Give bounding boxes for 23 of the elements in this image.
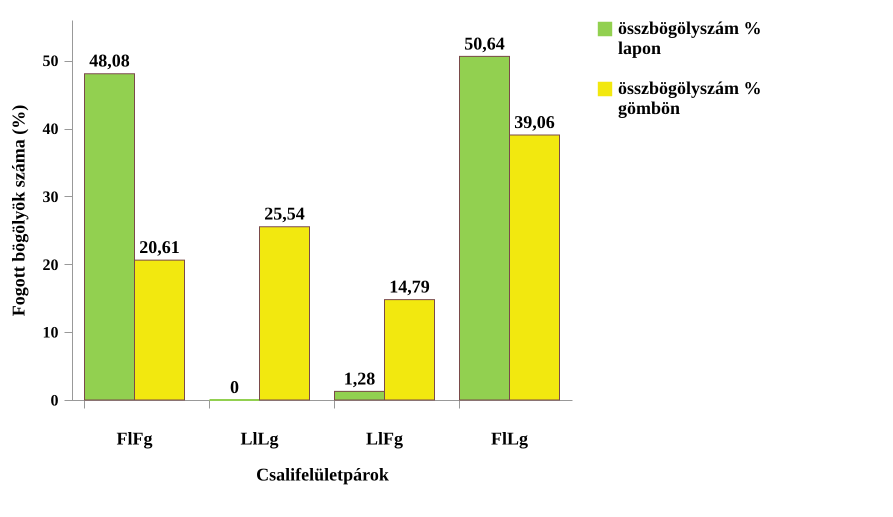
data-label: 50,64: [464, 33, 505, 54]
y-axis-title: Fogott bögölyök száma (%): [8, 104, 28, 316]
x-axis-title: Csalifelületpárok: [256, 464, 389, 484]
y-tick-label: 10: [42, 324, 58, 342]
x-tick-label: LlLg: [240, 428, 279, 448]
data-label: 14,79: [389, 276, 430, 297]
y-tick-label: 50: [42, 53, 58, 70]
data-label: 48,08: [89, 50, 130, 71]
data-label: 20,61: [139, 237, 180, 258]
y-tick-label: 0: [50, 392, 58, 410]
data-label: 39,06: [514, 112, 555, 132]
bar: [259, 226, 310, 400]
data-label: 0: [230, 377, 239, 397]
y-tick-label: 40: [42, 121, 58, 138]
y-tick-label: 30: [42, 188, 58, 206]
x-tick-label: LlFg: [366, 428, 404, 448]
x-tick-label: FlFg: [116, 428, 152, 448]
y-tick-label: 20: [42, 256, 58, 274]
data-label: 1,28: [344, 368, 376, 388]
x-tick-label: FlLg: [490, 428, 528, 448]
data-label: 25,54: [264, 204, 305, 224]
legend-label: összbögölyszám % lapon: [618, 18, 762, 58]
legend-label: összbögölyszám % gömbön: [618, 78, 762, 118]
